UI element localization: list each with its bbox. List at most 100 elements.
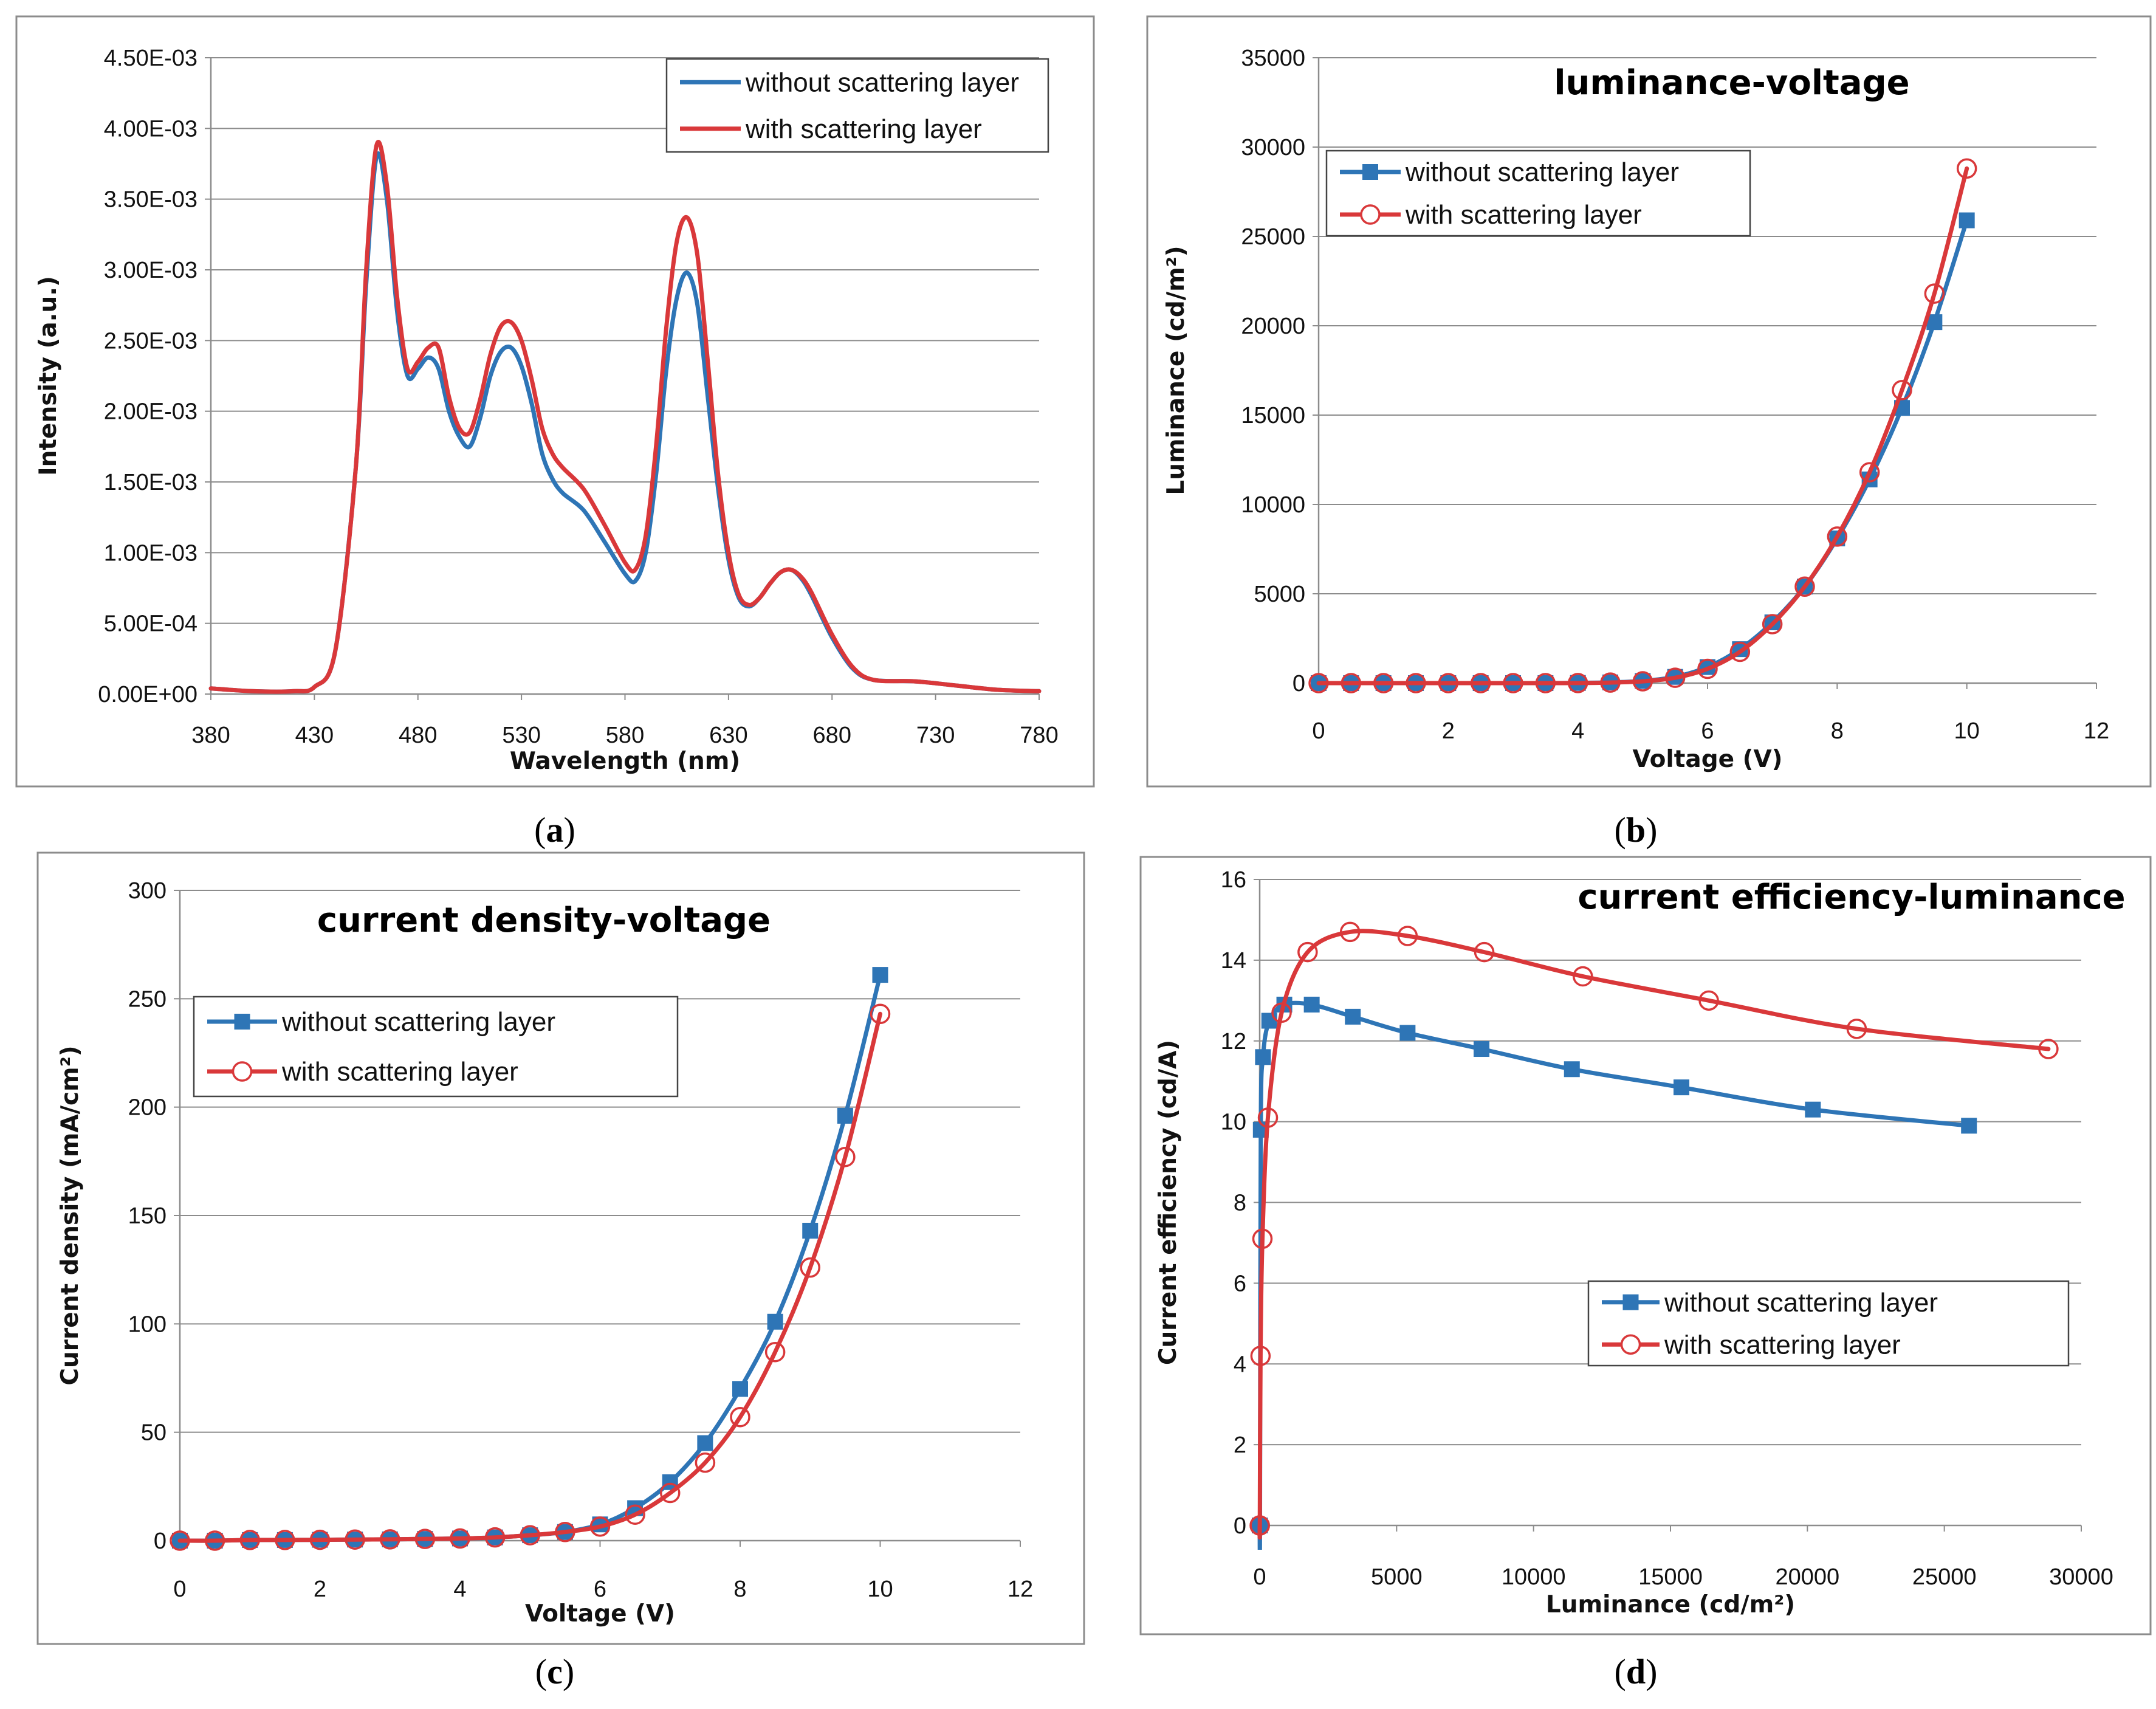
data-point-marker bbox=[802, 1222, 819, 1239]
x-tick-label: 4 bbox=[453, 1577, 466, 1602]
chart-panel-a: 0.00E+00 5.00E-04 1.00E-03 1.50E-03 2.00E-03… bbox=[15, 15, 1095, 850]
x-tick-label: 530 bbox=[502, 723, 540, 748]
legend-swatch-marker bbox=[1362, 164, 1378, 180]
data-point-marker bbox=[1961, 1118, 1977, 1134]
y-tick-label: 150 bbox=[128, 1203, 167, 1229]
data-point-marker bbox=[1664, 667, 1686, 688]
data-point-marker bbox=[732, 1381, 748, 1397]
data-point-marker bbox=[625, 1504, 645, 1525]
chart-panel-c: 0 50 100 150 200 250 300 0 2 4 6 8 10 12 Voltage (V) Cu… bbox=[36, 851, 1085, 1691]
data-point-marker bbox=[1573, 966, 1593, 987]
data-point-marker bbox=[380, 1529, 400, 1550]
y-tick-label: 0 bbox=[154, 1528, 167, 1554]
y-tick-label: 2.50E-03 bbox=[104, 328, 197, 354]
data-point-marker bbox=[1564, 1061, 1580, 1078]
x-tick-label: 0 bbox=[1253, 1564, 1266, 1590]
y-tick-label: 16 bbox=[1221, 867, 1246, 893]
data-point-marker bbox=[1794, 576, 1815, 597]
y-tick-label: 3.50E-03 bbox=[104, 187, 197, 213]
data-point-marker bbox=[484, 1527, 506, 1548]
data-point-marker bbox=[1729, 641, 1751, 662]
x-axis-label: Luminance (cd/m²) bbox=[1546, 1591, 1795, 1618]
data-point-marker bbox=[837, 1107, 853, 1124]
x-tick-label: 0 bbox=[173, 1577, 186, 1602]
y-tick-label: 4.50E-03 bbox=[104, 46, 197, 71]
x-tick-label: 10 bbox=[867, 1577, 893, 1602]
data-point-marker bbox=[767, 1313, 783, 1330]
x-tick-label: 5000 bbox=[1371, 1564, 1423, 1590]
data-point-marker bbox=[1470, 673, 1491, 693]
legend-box bbox=[1325, 150, 1751, 237]
y-tick-label: 10000 bbox=[1241, 492, 1305, 518]
series-a-1 bbox=[208, 140, 1042, 694]
data-point-marker bbox=[1924, 283, 1945, 304]
x-tick-label: 0 bbox=[1312, 718, 1325, 744]
chart-title: current density-voltage bbox=[317, 901, 771, 940]
y-axis-label: Current efficiency (cd/A) bbox=[1155, 1040, 1182, 1365]
panel-caption: (d) bbox=[1615, 1652, 1658, 1691]
data-point-marker bbox=[1632, 671, 1653, 692]
data-point-marker bbox=[1297, 941, 1318, 963]
series-line bbox=[1316, 166, 1969, 686]
legend-label: without scattering layer bbox=[281, 1007, 555, 1037]
data-point-marker bbox=[1956, 158, 1977, 179]
legend-label: with scattering layer bbox=[1405, 200, 1642, 230]
legend-label: without scattering layer bbox=[1664, 1288, 1938, 1318]
panel-caption: (a) bbox=[534, 810, 575, 850]
data-point-marker bbox=[1805, 1101, 1821, 1118]
x-tick-label: 20000 bbox=[1775, 1564, 1839, 1590]
legend-box bbox=[1587, 1280, 2070, 1367]
x-tick-label: 8 bbox=[1831, 718, 1844, 744]
panel-caption: (b) bbox=[1615, 810, 1658, 850]
legend-swatch-marker bbox=[1622, 1294, 1639, 1310]
chart-frame bbox=[1146, 15, 2152, 788]
y-axis-label: Luminance (cd/m²) bbox=[1162, 246, 1190, 495]
y-axis-label: Current density (mA/cm²) bbox=[57, 1045, 84, 1385]
data-point-marker bbox=[1341, 673, 1362, 693]
data-point-marker bbox=[345, 1529, 365, 1550]
x-tick-label: 380 bbox=[191, 723, 230, 748]
series-line bbox=[1257, 929, 2051, 1540]
x-tick-label: 780 bbox=[1020, 723, 1058, 748]
data-point-marker bbox=[1345, 1008, 1361, 1025]
data-point-marker bbox=[1600, 672, 1621, 693]
series-b-1 bbox=[1308, 158, 1977, 693]
legend-label: with scattering layer bbox=[745, 114, 982, 144]
legend-label: with scattering layer bbox=[281, 1057, 518, 1087]
chart-panel-d: 0 2 4 6 8 10 12 14 16 0 5000 10000 15000 20000 25000 30… bbox=[1139, 856, 2152, 1691]
data-point-marker bbox=[1697, 658, 1718, 679]
legend-label: without scattering layer bbox=[745, 67, 1019, 97]
data-point-marker bbox=[1674, 1079, 1690, 1096]
data-point-marker bbox=[1397, 926, 1418, 946]
data-point-marker bbox=[414, 1528, 436, 1549]
chart-frame bbox=[1139, 856, 2152, 1635]
x-tick-label: 10000 bbox=[1502, 1564, 1566, 1590]
y-tick-label: 20000 bbox=[1241, 314, 1305, 339]
x-tick-label: 6 bbox=[594, 1577, 606, 1602]
y-tick-label: 5.00E-04 bbox=[104, 611, 197, 637]
legend: without scattering layer with scattering … bbox=[1587, 1280, 2070, 1367]
series-c-1 bbox=[170, 1003, 891, 1551]
data-point-marker bbox=[695, 1452, 716, 1473]
legend-box bbox=[665, 58, 1049, 153]
data-point-marker bbox=[239, 1530, 260, 1550]
y-axis-label: Intensity (a.u.) bbox=[35, 276, 62, 476]
y-tick-label: 100 bbox=[128, 1312, 167, 1337]
y-tick-label: 25000 bbox=[1241, 224, 1305, 250]
data-point-marker bbox=[1249, 1515, 1270, 1536]
x-tick-label: 730 bbox=[916, 723, 955, 748]
x-tick-label: 12 bbox=[2084, 718, 2109, 744]
chart-title: current efficiency-luminance bbox=[1578, 878, 2125, 917]
y-tick-label: 5000 bbox=[1254, 582, 1305, 607]
x-tick-label: 630 bbox=[709, 723, 747, 748]
series-line bbox=[177, 1011, 882, 1543]
data-point-marker bbox=[1827, 526, 1848, 547]
data-point-marker bbox=[730, 1406, 750, 1428]
y-tick-label: 1.50E-03 bbox=[104, 470, 197, 495]
data-point-marker bbox=[1255, 1049, 1271, 1065]
y-tick-label: 35000 bbox=[1241, 46, 1305, 71]
data-point-marker bbox=[1474, 1041, 1490, 1057]
x-tick-label: 10 bbox=[1954, 718, 1980, 744]
y-tick-label: 2.00E-03 bbox=[104, 399, 197, 425]
